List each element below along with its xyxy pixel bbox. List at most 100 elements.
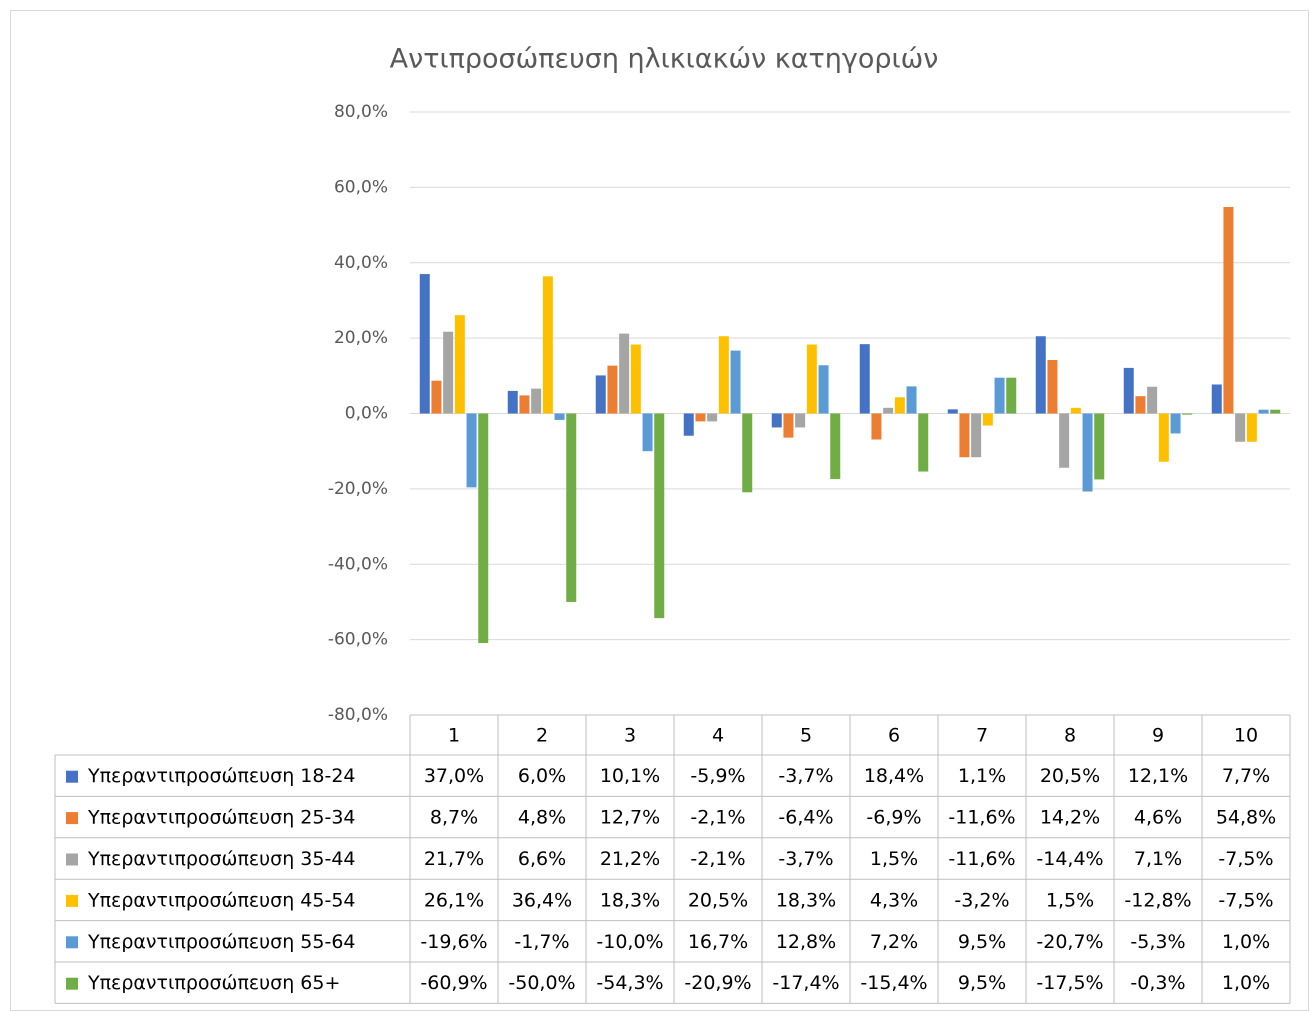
table-value: 4,3% — [870, 889, 918, 911]
bar — [830, 413, 841, 480]
bar — [818, 365, 829, 414]
table-value: 1,5% — [1046, 889, 1094, 911]
table-value: 1,5% — [870, 848, 918, 870]
table-value: 6,0% — [518, 765, 566, 787]
bar — [1094, 413, 1105, 480]
chart-title: Αντιπροσώπευση ηλικιακών κατηγοριών — [390, 44, 939, 75]
bar — [654, 413, 665, 619]
bar — [1258, 409, 1269, 414]
table-value: 7,7% — [1222, 765, 1270, 787]
table-value: 14,2% — [1040, 807, 1100, 829]
bar — [1223, 206, 1234, 414]
y-tick-label: -60,0% — [328, 630, 388, 650]
x-tick-label: 10 — [1234, 725, 1258, 747]
legend-label: Υπεραντιπροσώπευση 45-54 — [87, 889, 356, 911]
table-value: -17,4% — [772, 972, 839, 994]
table-value: -3,7% — [778, 848, 833, 870]
x-tick-label: 2 — [536, 725, 548, 747]
bar — [619, 333, 630, 414]
table-value: -19,6% — [420, 931, 487, 953]
bar — [478, 413, 489, 644]
x-tick-label: 4 — [712, 725, 724, 747]
bar — [906, 386, 917, 414]
y-tick-label: -40,0% — [328, 554, 388, 574]
bar — [443, 331, 454, 414]
x-tick-label: 1 — [448, 725, 460, 747]
bar — [742, 413, 753, 493]
bar — [695, 413, 706, 422]
bar — [871, 413, 882, 440]
table-value: -60,9% — [420, 972, 487, 994]
legend-label: Υπεραντιπροσώπευση 65+ — [87, 972, 340, 994]
legend-swatch — [66, 770, 78, 783]
table-value: 8,7% — [430, 807, 478, 829]
x-tick-label: 5 — [800, 725, 812, 747]
bar — [642, 413, 653, 452]
bar — [1158, 413, 1169, 462]
bar — [1047, 359, 1058, 414]
bar — [1182, 413, 1193, 415]
bar — [1082, 413, 1093, 492]
bar — [783, 413, 794, 438]
bar — [519, 395, 530, 414]
table-value: -3,2% — [954, 889, 1009, 911]
legend-swatch — [66, 812, 78, 825]
table-value: -11,6% — [948, 848, 1015, 870]
legend-label: Υπεραντιπροσώπευση 35-44 — [87, 848, 356, 870]
table-value: -17,5% — [1036, 972, 1103, 994]
table-value: 12,1% — [1128, 765, 1188, 787]
bar — [1006, 377, 1017, 414]
bar — [1059, 413, 1070, 468]
table-value: -6,9% — [866, 807, 921, 829]
y-tick-label: -20,0% — [328, 479, 388, 499]
bar — [918, 413, 929, 472]
bar — [1235, 413, 1246, 442]
table-value: -2,1% — [690, 807, 745, 829]
x-tick-label: 9 — [1152, 725, 1164, 747]
table-value: -2,1% — [690, 848, 745, 870]
table-value: 16,7% — [688, 931, 748, 953]
table-value: 9,5% — [958, 931, 1006, 953]
table-value: 9,5% — [958, 972, 1006, 994]
table-value: 26,1% — [424, 889, 484, 911]
legend-label: Υπεραντιπροσώπευση 55-64 — [87, 931, 356, 953]
table-value: -12,8% — [1124, 889, 1191, 911]
table-value: 12,8% — [776, 931, 836, 953]
table-value: 21,7% — [424, 848, 484, 870]
bar — [1270, 409, 1281, 414]
bar — [971, 413, 982, 458]
table-value: -1,7% — [514, 931, 569, 953]
bar — [1070, 407, 1081, 414]
bar — [419, 274, 430, 414]
table-value: 12,7% — [600, 807, 660, 829]
bar — [595, 375, 606, 414]
table-value: 7,1% — [1134, 848, 1182, 870]
legend-swatch — [66, 977, 78, 990]
table-value: -54,3% — [596, 972, 663, 994]
legend-label: Υπεραντιπροσώπευση 18-24 — [87, 765, 356, 787]
y-tick-label: 0,0% — [345, 404, 388, 424]
x-tick-label: 3 — [624, 725, 636, 747]
bar — [1123, 367, 1134, 414]
bar — [730, 350, 741, 414]
bar — [947, 409, 958, 414]
y-tick-label: 20,0% — [334, 328, 388, 348]
table-value: -6,4% — [778, 807, 833, 829]
table-value: 36,4% — [512, 889, 572, 911]
table-value: 21,2% — [600, 848, 660, 870]
bar — [894, 397, 905, 414]
table-value: -3,7% — [778, 765, 833, 787]
y-tick-label: 80,0% — [334, 102, 388, 122]
table-value: -0,3% — [1130, 972, 1185, 994]
table-value: 1,1% — [958, 765, 1006, 787]
x-tick-label: 8 — [1064, 725, 1076, 747]
table-value: 6,6% — [518, 848, 566, 870]
table-value: -50,0% — [508, 972, 575, 994]
bar — [795, 413, 806, 428]
table-value: 54,8% — [1216, 807, 1276, 829]
legend-label: Υπεραντιπροσώπευση 25-34 — [87, 807, 356, 829]
bar — [959, 413, 970, 458]
table-value: 18,4% — [864, 765, 924, 787]
bar — [707, 413, 718, 422]
